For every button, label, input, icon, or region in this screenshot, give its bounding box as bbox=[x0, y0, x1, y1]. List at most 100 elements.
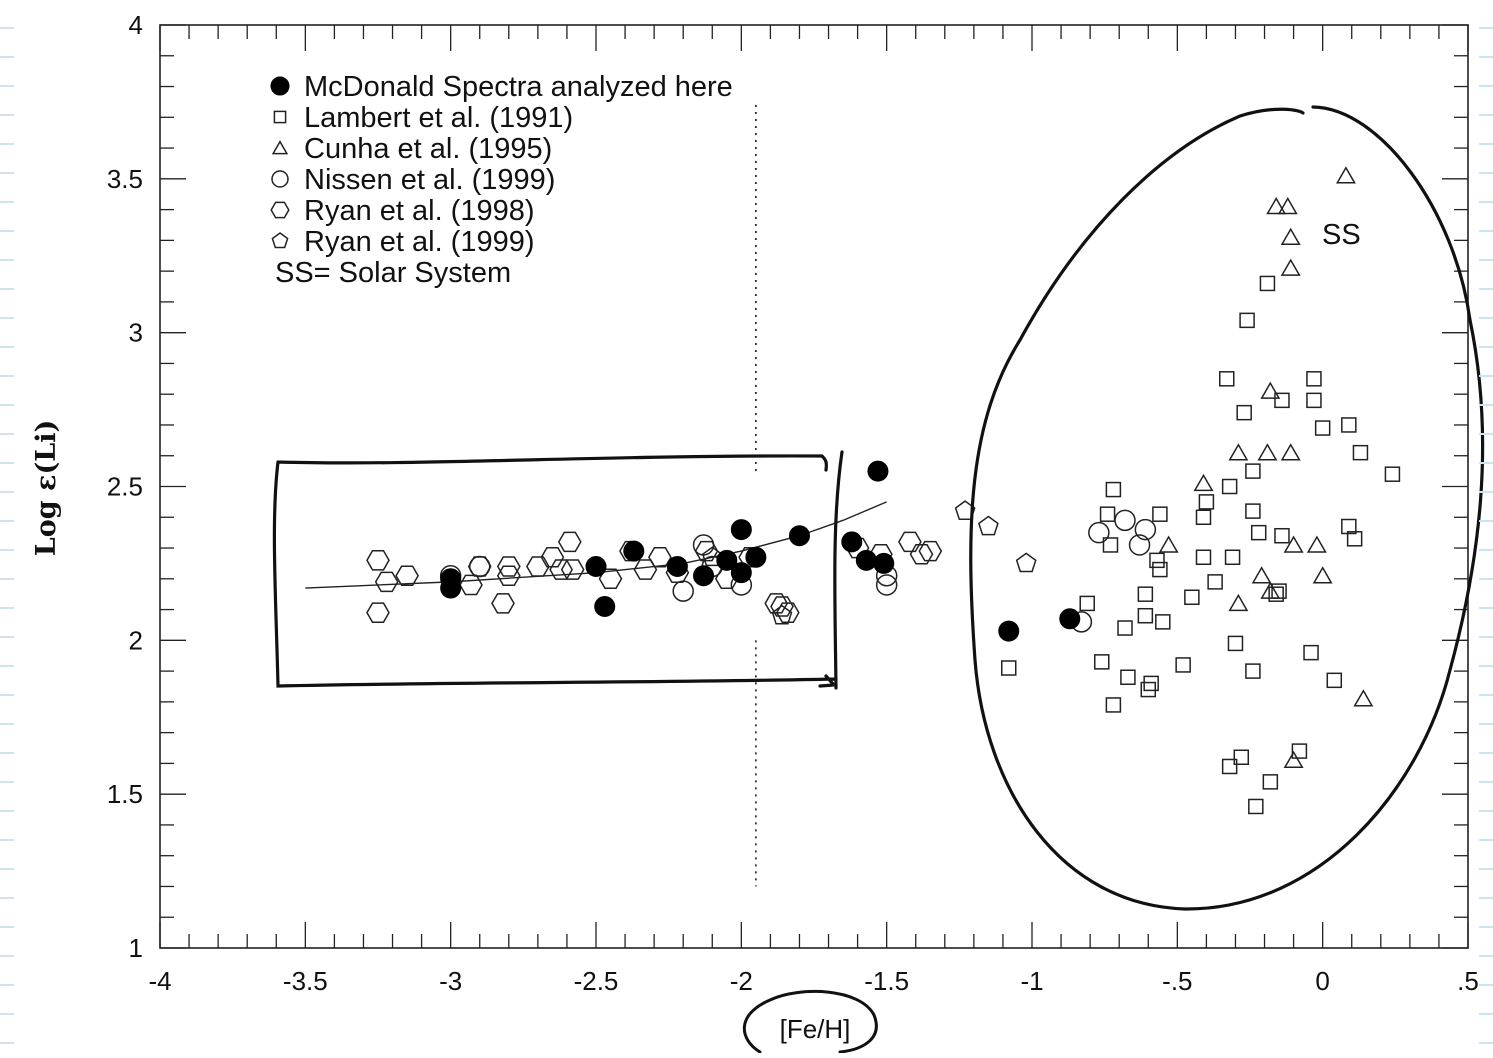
data-point-triangle bbox=[1353, 689, 1374, 707]
data-point-square bbox=[1175, 657, 1191, 673]
legend-label-ryan-1998: Ryan et al. (1998) bbox=[304, 195, 535, 227]
data-point-square bbox=[1143, 675, 1159, 692]
data-point-hexagon bbox=[374, 571, 399, 593]
data-point-triangle bbox=[1251, 566, 1272, 584]
x-tick-label: .5 bbox=[1457, 966, 1479, 996]
data-point-square bbox=[1152, 561, 1168, 578]
x-tick-label: -3 bbox=[439, 966, 462, 996]
x-tick-label: -.5 bbox=[1162, 966, 1192, 996]
data-point-hexagon bbox=[633, 559, 658, 580]
data-point-square bbox=[1221, 478, 1238, 495]
data-point-square bbox=[1218, 371, 1235, 387]
data-point-pentagon bbox=[771, 604, 793, 625]
data-point-hexagon bbox=[366, 550, 390, 571]
data-point-square bbox=[1306, 392, 1322, 409]
data-point-pentagon bbox=[1015, 552, 1037, 573]
data-point-square bbox=[1198, 494, 1215, 510]
data-point-triangle bbox=[1266, 196, 1287, 215]
data-point-hexagon bbox=[395, 565, 419, 586]
y-axis-title: Log ε(Li) bbox=[31, 420, 62, 556]
data-point-square bbox=[1079, 595, 1095, 612]
data-point-circle bbox=[875, 574, 898, 596]
y-tick-label: 3 bbox=[129, 318, 143, 348]
data-point-square bbox=[1105, 481, 1122, 498]
data-point-square bbox=[1221, 758, 1238, 775]
data-point-square bbox=[1314, 420, 1331, 436]
data-point-square bbox=[1291, 743, 1308, 759]
data-point-filled-circle bbox=[788, 525, 810, 547]
data-point-square bbox=[1120, 669, 1136, 686]
data-point-circle bbox=[1114, 509, 1136, 532]
data-point-square bbox=[1346, 531, 1363, 547]
y-tick-label: 1 bbox=[129, 933, 143, 963]
x-tick-label: -1.5 bbox=[864, 966, 909, 996]
data-point-triangle bbox=[1280, 258, 1301, 276]
data-point-triangle bbox=[1306, 535, 1327, 553]
data-point-circle bbox=[672, 580, 694, 602]
data-point-hexagon bbox=[694, 540, 719, 562]
data-point-triangle bbox=[1193, 473, 1214, 492]
data-point-triangle bbox=[1260, 581, 1281, 599]
data-point-hexagon bbox=[496, 556, 521, 577]
data-point-square bbox=[1137, 607, 1154, 624]
data-point-circle bbox=[1128, 534, 1151, 556]
data-point-triangle bbox=[1280, 227, 1301, 246]
data-point-triangle bbox=[1158, 535, 1179, 553]
data-point-hexagon bbox=[775, 602, 800, 623]
data-point-hexagon bbox=[598, 568, 623, 590]
legend-note: SS= Solar System bbox=[275, 257, 511, 289]
legend-marker-square bbox=[273, 110, 287, 124]
x-tick-label: -2.5 bbox=[574, 966, 619, 996]
data-point-square bbox=[1102, 537, 1119, 553]
data-points bbox=[366, 166, 1401, 815]
data-point-hexagon bbox=[918, 540, 943, 562]
data-point-hexagon bbox=[366, 602, 390, 623]
data-point-square bbox=[1303, 644, 1319, 661]
data-point-filled-circle bbox=[841, 531, 863, 553]
data-point-square bbox=[1306, 371, 1322, 387]
data-point-hexagon bbox=[540, 546, 565, 568]
data-point-square bbox=[1105, 697, 1122, 713]
data-point-square bbox=[1259, 275, 1276, 292]
data-point-filled-circle bbox=[666, 555, 688, 577]
data-point-square bbox=[1233, 749, 1250, 765]
legend-label-nissen: Nissen et al. (1999) bbox=[304, 164, 555, 196]
data-point-triangle bbox=[1257, 443, 1278, 461]
data-point-square bbox=[1184, 589, 1200, 606]
data-point-square bbox=[1352, 444, 1369, 461]
data-point-square bbox=[1245, 663, 1261, 679]
data-point-square bbox=[1245, 463, 1261, 479]
data-point-hexagon bbox=[764, 593, 789, 614]
legend-marker-hexagon bbox=[270, 201, 290, 219]
data-point-square bbox=[1195, 549, 1212, 566]
data-point-square bbox=[1152, 506, 1168, 522]
data-point-square bbox=[1326, 672, 1343, 689]
data-point-hexagon bbox=[648, 546, 672, 568]
legend-label-ryan-1999: Ryan et al. (1999) bbox=[304, 226, 535, 258]
data-point-square bbox=[1274, 527, 1290, 544]
legend-label-lambert: Lambert et al. (1991) bbox=[304, 102, 573, 134]
axis-ticks bbox=[159, 24, 1469, 949]
data-point-square bbox=[1099, 506, 1116, 522]
x-tick-label: -1 bbox=[1020, 966, 1043, 996]
data-point-square bbox=[1341, 518, 1357, 535]
data-point-triangle bbox=[1280, 443, 1301, 461]
hand-drawn-circle bbox=[742, 989, 878, 1054]
data-point-triangle bbox=[1283, 750, 1304, 769]
data-point-triangle bbox=[1228, 443, 1249, 461]
data-point-triangle bbox=[1277, 196, 1298, 215]
x-tick-label: -2 bbox=[730, 966, 753, 996]
y-tick-label: 2.5 bbox=[107, 472, 143, 502]
hand-drawn-rectangle bbox=[272, 450, 844, 690]
data-point-square bbox=[1000, 660, 1017, 676]
data-point-triangle bbox=[1260, 381, 1281, 399]
data-point-triangle bbox=[1336, 166, 1356, 184]
data-point-square bbox=[1341, 417, 1357, 433]
legend: McDonald Spectra analyzed here Lambert e… bbox=[270, 71, 733, 289]
legend-markers bbox=[270, 76, 290, 249]
data-point-filled-circle bbox=[693, 565, 715, 587]
data-point-filled-circle bbox=[730, 519, 752, 541]
y-tick-label: 3.5 bbox=[107, 164, 143, 194]
data-point-filled-circle bbox=[623, 540, 645, 562]
legend-label-mcdonald: McDonald Spectra analyzed here bbox=[304, 71, 733, 103]
